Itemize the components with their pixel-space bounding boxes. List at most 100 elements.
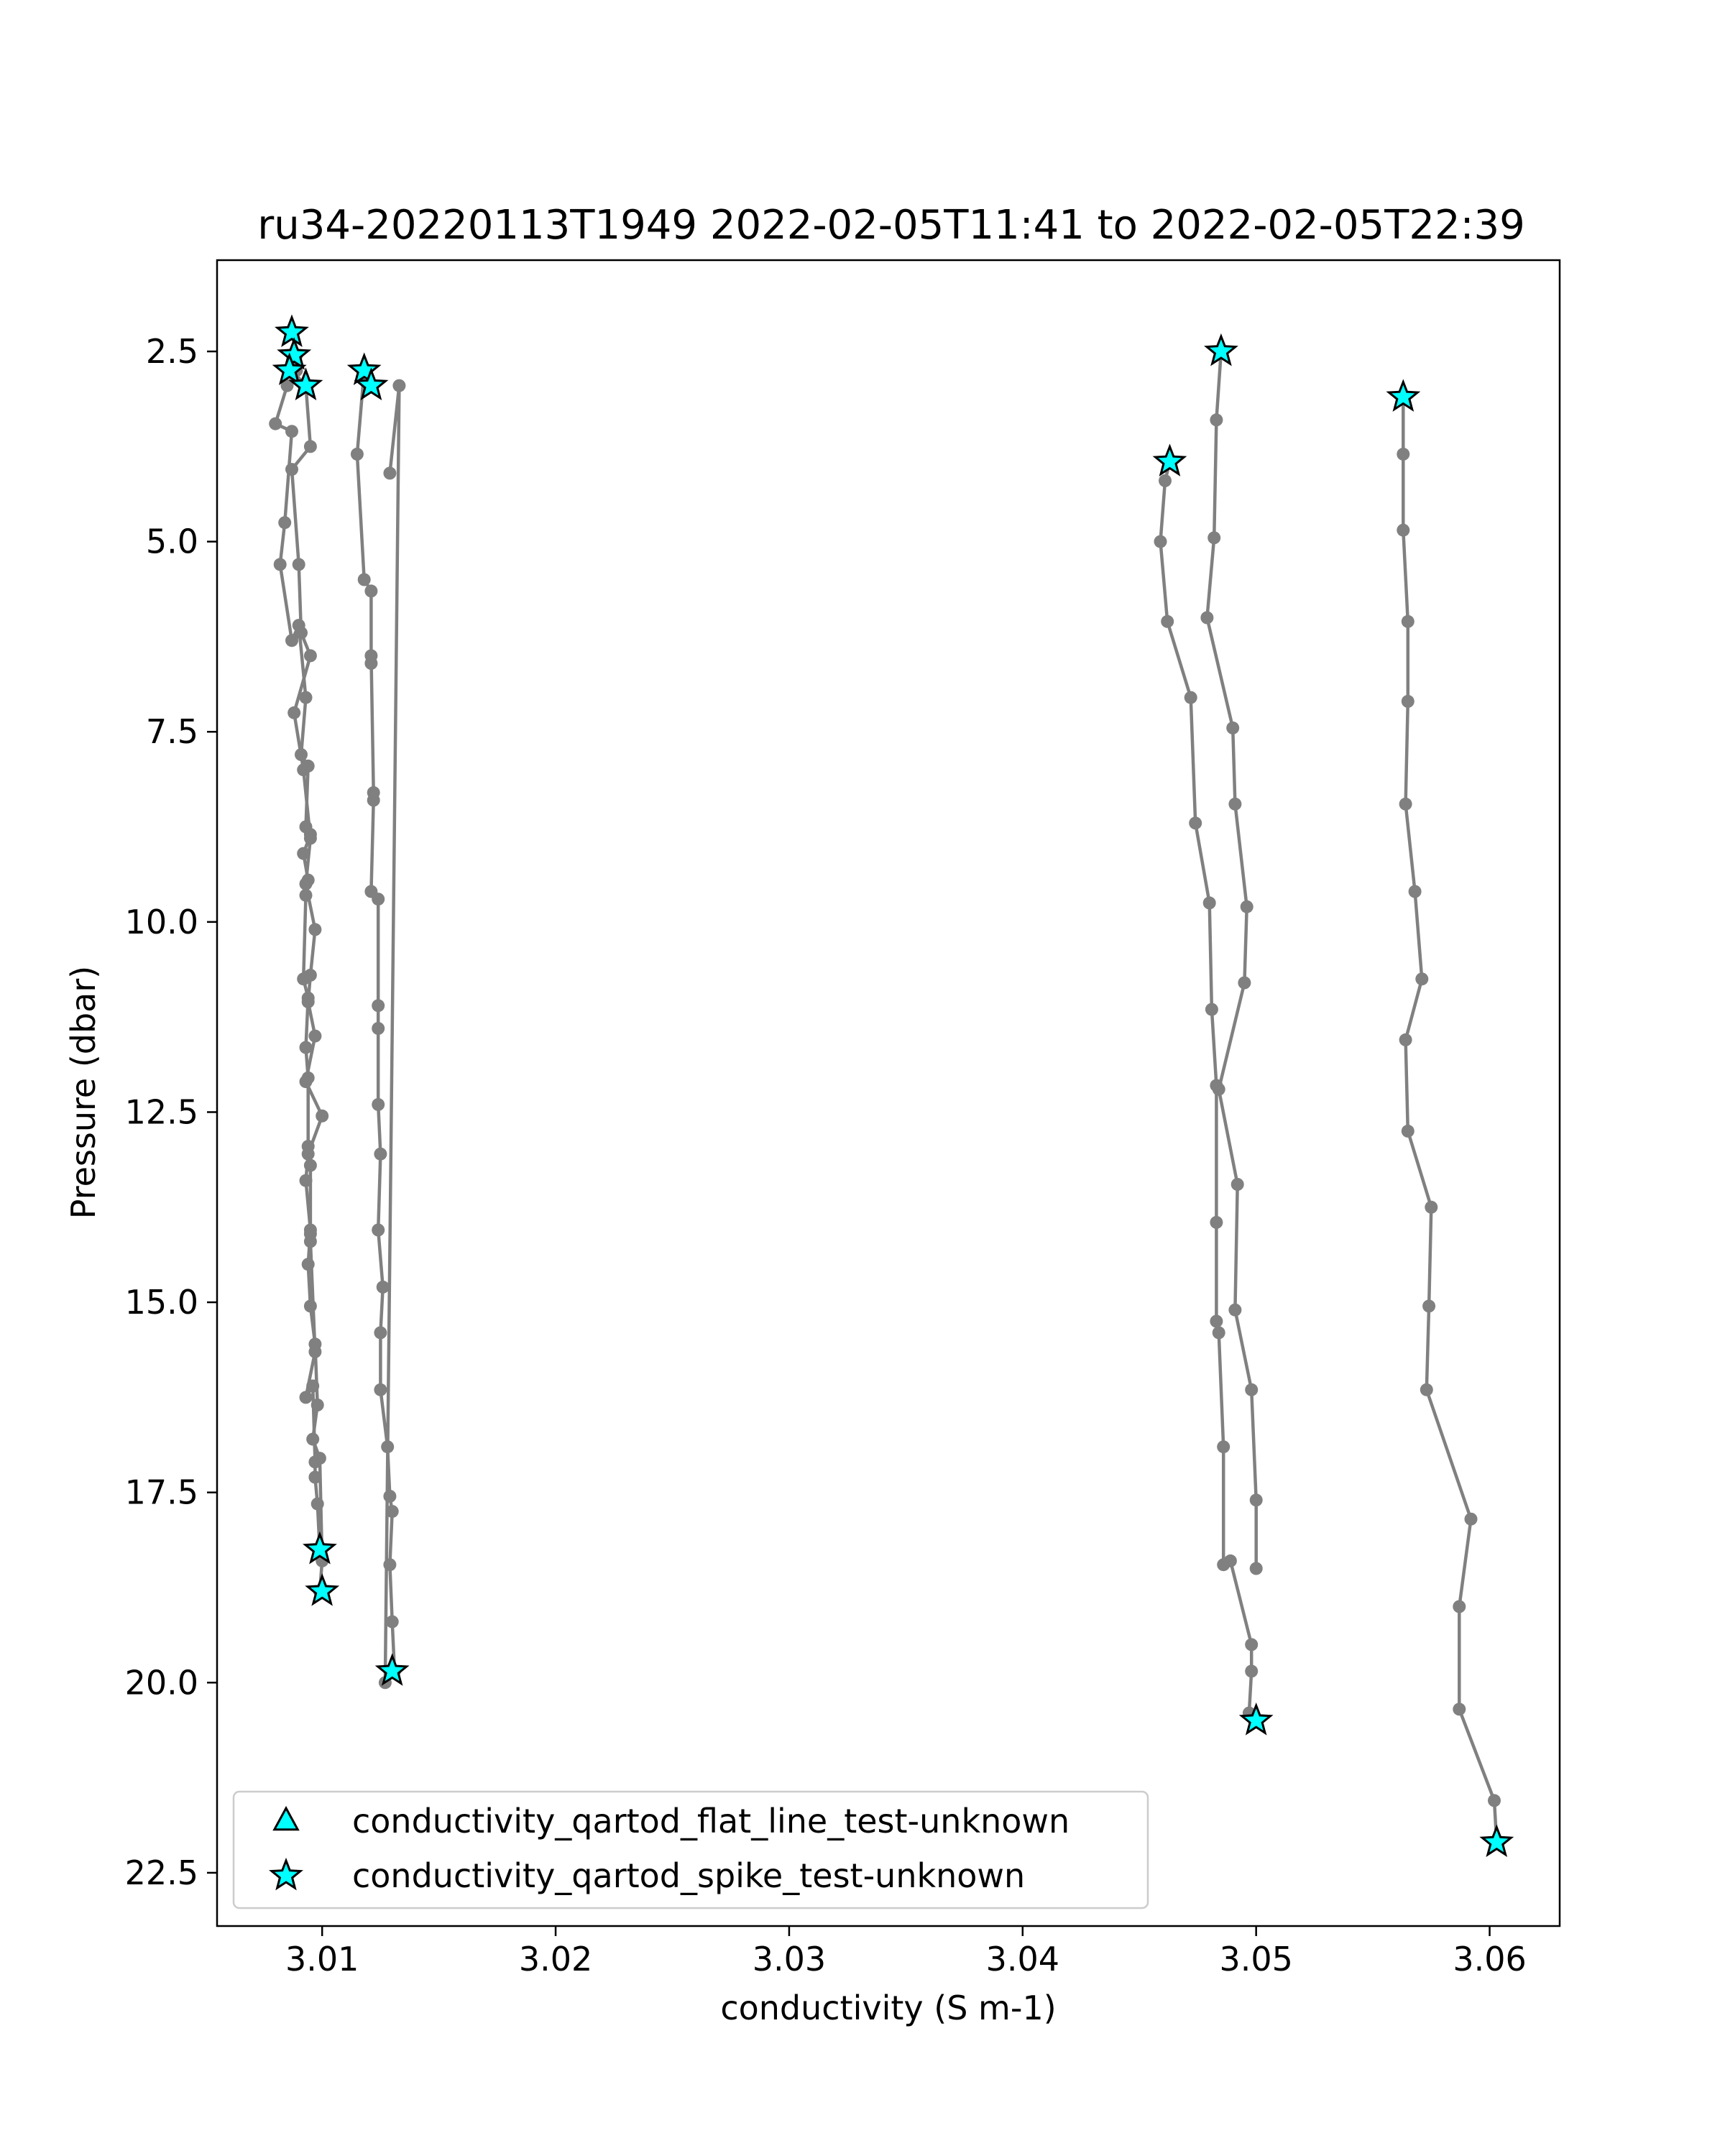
spike-flag-marker <box>354 367 389 400</box>
profile-point <box>392 379 406 392</box>
y-tick-label: 5.0 <box>146 522 198 561</box>
profile-point <box>1210 1314 1223 1328</box>
spike-flag-marker <box>1238 1703 1274 1736</box>
profile-point <box>292 619 305 632</box>
profile-point <box>1401 694 1414 708</box>
profile-point <box>308 923 322 936</box>
profile-point <box>1189 816 1202 830</box>
legend-star-icon <box>269 1857 303 1891</box>
profile-point <box>273 558 287 571</box>
spike-flag-marker <box>275 314 309 347</box>
spike-flag-marker <box>305 1573 340 1606</box>
profile-point <box>1397 447 1410 461</box>
profile-point <box>316 1109 329 1123</box>
profile-point <box>308 1470 322 1484</box>
spike-flag-marker <box>374 1653 410 1686</box>
y-tick-label: 20.0 <box>125 1663 198 1702</box>
profile-line <box>1402 397 1499 1843</box>
profile-point <box>1399 1033 1412 1046</box>
x-tick-label: 3.02 <box>519 1940 592 1978</box>
x-tick-label: 3.04 <box>986 1940 1059 1978</box>
profile-point <box>303 440 317 453</box>
legend-box <box>232 1790 1149 1909</box>
profile-point <box>1488 1794 1501 1807</box>
profile-point <box>364 649 378 663</box>
profile-point <box>1212 1082 1225 1096</box>
profile-point <box>292 558 305 571</box>
profile-point <box>1238 976 1251 990</box>
profile-point <box>295 748 308 761</box>
profile-point <box>310 1497 324 1511</box>
profile-point <box>383 466 397 480</box>
profile-point <box>1408 885 1422 898</box>
profile-point <box>1401 614 1414 628</box>
profile-point <box>301 759 315 773</box>
profile-point <box>1240 900 1254 913</box>
profile-point <box>1245 1664 1259 1678</box>
x-axis-label: conductivity (S m-1) <box>720 1989 1056 2027</box>
profile-point <box>1422 1299 1436 1313</box>
legend-triangle-icon <box>272 1805 300 1831</box>
profile-point <box>1200 611 1214 625</box>
x-tick-label: 3.05 <box>1219 1940 1292 1978</box>
legend-label: conductivity_qartod_flat_line_test-unkno… <box>352 1802 1070 1841</box>
y-tick-label: 12.5 <box>125 1092 198 1131</box>
profile-point <box>1161 614 1174 628</box>
profile-point <box>1415 972 1429 986</box>
profile-point <box>1401 1124 1414 1138</box>
spike-flag-marker <box>277 337 312 370</box>
profile-point <box>1217 1440 1230 1454</box>
legend-entry: conductivity_qartod_spike_test-unknown <box>269 1856 1025 1895</box>
profile-point <box>1159 474 1172 487</box>
y-tick-label: 22.5 <box>125 1853 198 1892</box>
spike-flag-marker <box>303 1531 337 1565</box>
profile-point <box>383 1558 397 1572</box>
spike-flag-marker <box>346 352 382 385</box>
profile-point <box>376 1280 390 1294</box>
profile-point <box>297 847 310 860</box>
profile-point <box>299 888 313 902</box>
profile-point <box>278 516 292 530</box>
profile-2 <box>269 364 326 1557</box>
spike-flag-marker <box>1479 1824 1514 1857</box>
profile-point <box>308 1345 322 1358</box>
y-tick-label: 7.5 <box>146 712 198 751</box>
profile-6 <box>1397 390 1504 1849</box>
y-axis-label: Pressure (dbar) <box>64 966 103 1219</box>
profile-point <box>372 1223 385 1237</box>
profile-point <box>1399 797 1412 811</box>
profile-point <box>1245 1638 1259 1651</box>
profile-point <box>385 1615 399 1628</box>
profile-point <box>1184 691 1197 704</box>
profile-point <box>1212 1326 1225 1340</box>
profile-point <box>1453 1703 1466 1716</box>
legend-entry: conductivity_qartod_flat_line_test-unkno… <box>272 1802 1070 1841</box>
profile-point <box>383 1490 397 1503</box>
profile-point <box>308 1455 322 1469</box>
profile-point <box>381 1440 395 1454</box>
profile-point <box>297 972 310 986</box>
profile-point <box>303 1235 317 1248</box>
profile-point <box>1464 1512 1478 1526</box>
x-tick-label: 3.06 <box>1453 1940 1526 1978</box>
profile-point <box>301 1140 315 1153</box>
profile-point <box>269 417 282 430</box>
spike-flag-marker <box>288 367 323 400</box>
profile-point <box>1208 531 1221 545</box>
profile-point <box>299 1391 313 1404</box>
y-tick-label: 2.5 <box>146 332 198 371</box>
profile-point <box>280 379 294 392</box>
flag-markers-layer <box>272 314 1514 1857</box>
profile-point <box>372 1097 385 1111</box>
profile-point <box>1249 1562 1263 1575</box>
profile-point <box>367 793 380 807</box>
profile-point <box>1249 1493 1263 1507</box>
profile-point <box>385 1505 399 1519</box>
profile-point <box>1228 1303 1242 1317</box>
profile-point <box>299 1041 313 1054</box>
profile-point <box>301 1071 315 1084</box>
profile-point <box>301 991 315 1005</box>
profile-point <box>303 649 317 663</box>
x-tick-label: 3.01 <box>285 1940 359 1978</box>
